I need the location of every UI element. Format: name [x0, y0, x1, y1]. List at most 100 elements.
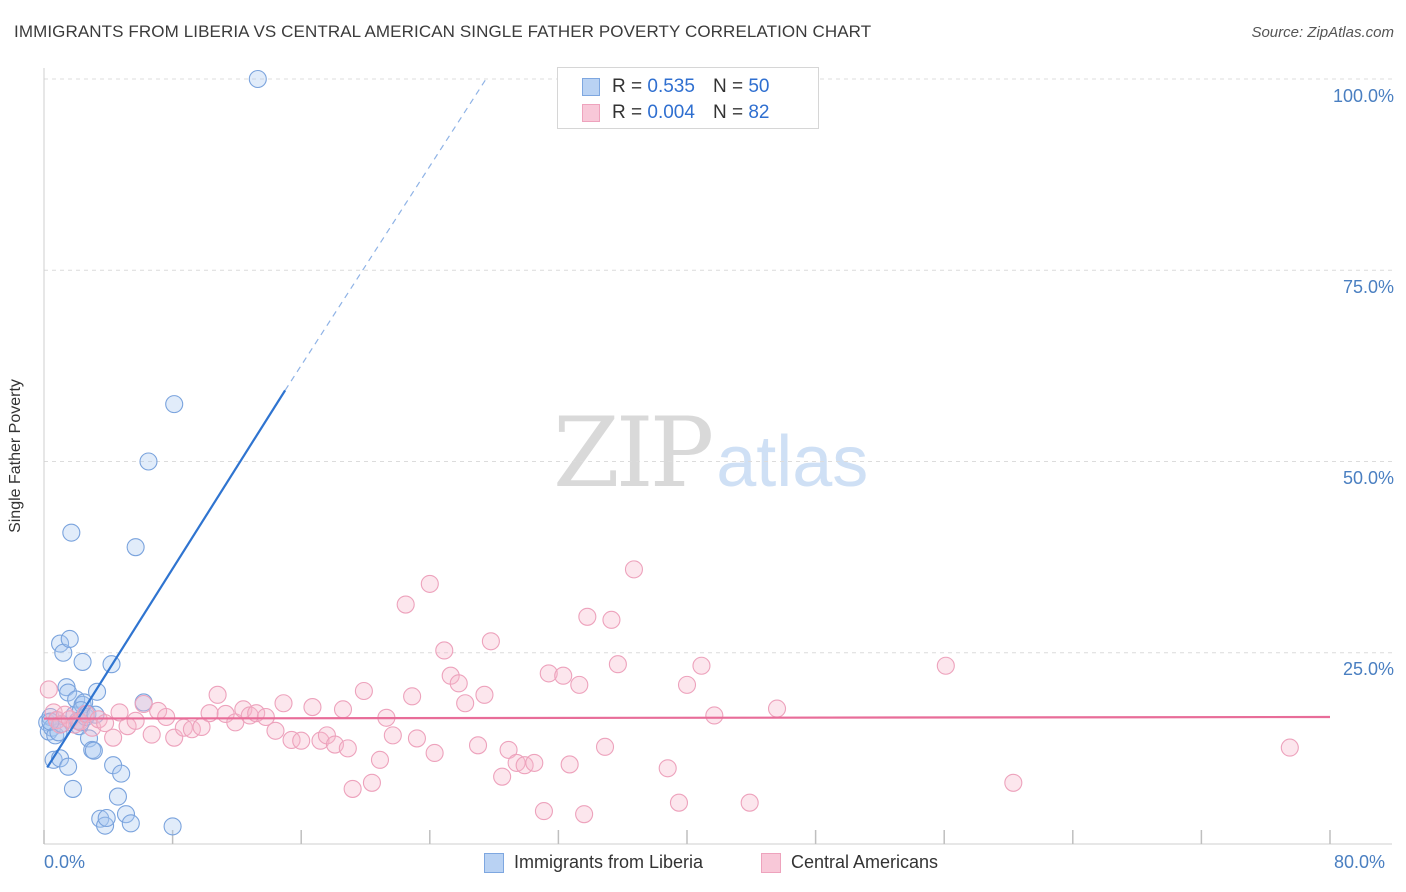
legend-swatch-liberia — [582, 78, 600, 96]
point-central — [354, 681, 373, 701]
point-central — [1280, 738, 1299, 757]
legend-swatch-central — [761, 852, 781, 873]
point-central — [370, 750, 390, 769]
legend-label-central: Central Americans — [791, 852, 939, 872]
point-central — [165, 728, 184, 747]
point-central — [407, 729, 426, 748]
point-central — [602, 610, 621, 629]
watermark-zip: ZIP — [553, 397, 714, 509]
watermark: ZIPatlas — [553, 405, 868, 510]
point-central — [420, 574, 439, 593]
point-central — [534, 802, 553, 821]
legend-swatch-central — [582, 104, 600, 122]
point-central — [266, 721, 285, 740]
point-central — [456, 694, 475, 713]
legend-label-liberia: Immigrants from Liberia — [514, 852, 704, 872]
point-central — [560, 755, 579, 774]
point-liberia — [112, 764, 131, 783]
point-central — [1004, 773, 1023, 792]
legend-n-value: 82 — [748, 102, 770, 123]
point-central — [740, 793, 759, 812]
point-central — [338, 739, 357, 758]
point-liberia — [163, 817, 182, 836]
axes — [43, 68, 1392, 845]
legend-swatch-liberia — [484, 852, 504, 873]
legend-row-liberia: R = 0.535 N = 50 — [582, 75, 769, 99]
point-central — [435, 641, 454, 660]
trend-line-central — [43, 715, 1331, 720]
y-tick-label-25: 25.0% — [1342, 659, 1394, 679]
legend-item-central[interactable]: Central Americans — [761, 852, 938, 873]
point-central — [208, 685, 227, 704]
point-liberia — [84, 741, 103, 760]
legend-r-value: 0.535 — [647, 76, 695, 97]
point-central — [126, 711, 145, 730]
point-central — [425, 743, 444, 763]
trend-lines — [43, 78, 1331, 769]
point-liberia — [121, 814, 140, 833]
series-central-points — [39, 560, 1299, 824]
point-liberia — [63, 779, 82, 798]
point-central — [608, 655, 627, 674]
point-central — [142, 725, 161, 744]
point-central — [658, 759, 677, 778]
point-central — [539, 664, 558, 683]
point-central — [282, 730, 301, 750]
point-liberia — [60, 629, 79, 649]
point-central — [554, 666, 573, 685]
point-central — [39, 680, 58, 699]
source-credit: Source: ZipAtlas.com — [1251, 24, 1394, 41]
point-central — [677, 675, 697, 694]
point-central — [449, 674, 468, 693]
legend-n-label: N = — [712, 76, 744, 97]
point-central — [499, 740, 518, 759]
point-liberia — [73, 652, 92, 671]
grid-lines — [44, 78, 1392, 654]
point-central — [468, 736, 488, 755]
legend-item-liberia[interactable]: Immigrants from Liberia — [484, 852, 703, 873]
legend-r-label: R = — [612, 76, 643, 97]
point-liberia — [139, 452, 158, 471]
point-central — [575, 805, 594, 824]
legend-r-value: 0.004 — [647, 102, 695, 123]
x-tick-label-max: 80.0% — [1334, 852, 1386, 872]
legend-n-label: N = — [712, 102, 744, 123]
point-central — [134, 694, 153, 714]
y-tick-label-100: 100.0% — [1332, 86, 1394, 106]
point-central — [274, 694, 293, 713]
point-central — [570, 675, 589, 694]
point-central — [578, 607, 597, 626]
point-liberia — [165, 395, 184, 414]
y-tick-label-50: 50.0% — [1342, 468, 1394, 488]
point-liberia — [96, 816, 115, 835]
point-liberia — [46, 726, 65, 745]
legend-n-value: 50 — [748, 76, 770, 97]
trend-line-liberia — [46, 389, 287, 769]
point-central — [104, 728, 123, 747]
point-central — [256, 707, 275, 727]
point-central — [595, 737, 615, 756]
point-central — [362, 773, 381, 792]
y-axis-label: Single Father Poverty — [7, 379, 24, 533]
point-liberia — [59, 757, 78, 776]
point-central — [157, 707, 176, 727]
correlation-legend: R = 0.535 N = 50 R = 0.004 N = 82 — [557, 67, 819, 129]
point-central — [403, 687, 422, 706]
legend-r-label: R = — [612, 102, 643, 123]
point-central — [669, 793, 689, 812]
point-central — [110, 703, 129, 722]
series-legend: Immigrants from Liberia Central American… — [0, 852, 1406, 878]
point-central — [692, 656, 711, 675]
chart-title: IMMIGRANTS FROM LIBERIA VS CENTRAL AMERI… — [14, 22, 872, 41]
point-liberia — [83, 740, 102, 759]
point-central — [383, 726, 402, 745]
point-central — [767, 699, 787, 718]
point-liberia — [248, 69, 267, 89]
point-liberia — [126, 538, 145, 557]
point-central — [51, 715, 70, 734]
trend-line-liberia-extension — [284, 78, 487, 391]
point-central — [525, 753, 544, 772]
point-central — [303, 698, 322, 717]
point-central — [936, 656, 955, 675]
